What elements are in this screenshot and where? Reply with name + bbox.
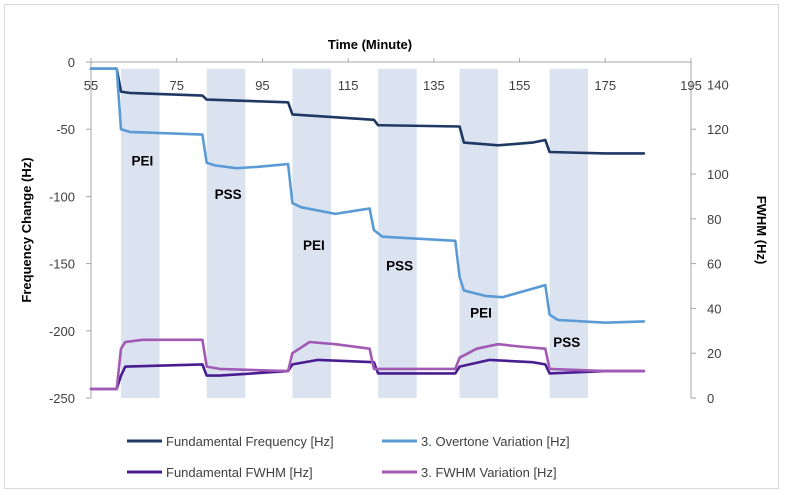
y-left-tick-label: -200	[49, 324, 75, 339]
shaded-interval-4	[378, 69, 417, 398]
shaded-interval-1	[121, 69, 160, 398]
shaded-interval-2	[207, 69, 246, 398]
x-tick-label: 175	[594, 78, 616, 93]
y-right-tick-label: 100	[707, 167, 729, 182]
chart: 55 75 95 115 135 155 175 195 0 -50 -100 -150 -200 -25…	[0, 0, 787, 495]
x-tick-label: 155	[509, 78, 531, 93]
x-tick-label: 95	[255, 78, 269, 93]
y-axis-left-title: Frequency Change (Hz)	[19, 157, 34, 302]
legend-label-fwhm-variation: 3. FWHM Variation [Hz]	[421, 465, 557, 480]
y-right-tick-label: 120	[707, 122, 729, 137]
y-left-tick-label: 0	[68, 55, 75, 70]
y-right-tick-label: 140	[707, 77, 729, 92]
annotation-pss: PSS	[553, 335, 580, 350]
legend-label-overtone-variation: 3. Overtone Variation [Hz]	[421, 434, 570, 449]
y-left-tick-label: -250	[49, 391, 75, 406]
y-left-tick-label: -150	[49, 257, 75, 272]
y-left-tick-label: -100	[49, 189, 75, 204]
x-tick-label: 55	[84, 78, 98, 93]
x-tick-label: 75	[169, 78, 183, 93]
y-right-tick-label: 20	[707, 346, 721, 361]
y-left-tick-label: -50	[56, 122, 75, 137]
annotation-pss: PSS	[386, 258, 413, 273]
y-right-tick-label: 0	[707, 391, 714, 406]
annotation-pei: PEI	[132, 153, 154, 168]
y-right-tick-label: 80	[707, 212, 721, 227]
x-tick-label: 115	[338, 78, 359, 93]
annotation-pss: PSS	[215, 187, 242, 202]
annotation-pei: PEI	[470, 305, 492, 320]
legend: Fundamental Frequency [Hz] 3. Overtone V…	[127, 434, 570, 480]
annotations: PEI PSS PEI PSS PEI PSS	[132, 153, 581, 349]
legend-label-fundamental-fwhm: Fundamental FWHM [Hz]	[166, 465, 313, 480]
annotation-pei: PEI	[303, 238, 325, 253]
x-tick-label: 195	[680, 78, 702, 93]
x-axis-title: Time (Minute)	[328, 37, 412, 52]
y-right-tick-label: 60	[707, 257, 721, 272]
legend-label-fundamental-frequency: Fundamental Frequency [Hz]	[166, 434, 334, 449]
y-right-tick-label: 40	[707, 301, 721, 316]
x-tick-label: 135	[423, 78, 445, 93]
y-axis-right-title: FWHM (Hz)	[754, 196, 769, 265]
